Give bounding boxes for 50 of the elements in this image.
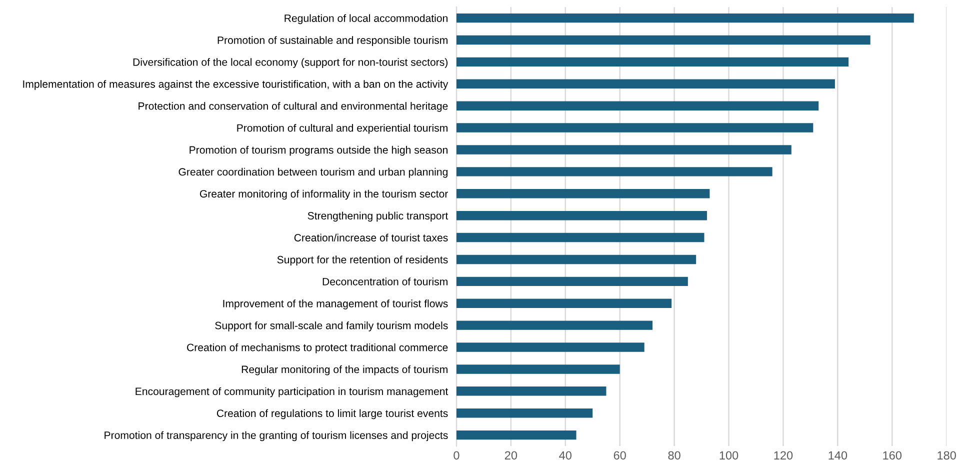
bar	[456, 35, 870, 45]
bar	[456, 101, 819, 110]
bar	[456, 276, 688, 286]
y-tick-label: Deconcentration of tourism	[322, 278, 448, 286]
y-tick-label: Encouragement of community participation in tourism management	[136, 387, 448, 398]
y-tick-label: Creation of regulations to limit large tourist events	[216, 409, 448, 420]
bar	[456, 145, 792, 154]
y-tick-label: Diversification of the local economy (support for non-tourist sectors)	[133, 58, 448, 68]
y-tick-label: Support for the retention of residents	[277, 256, 448, 266]
y-tick-label: Greater monitoring of informality in the tourism sector	[200, 190, 448, 200]
y-tick-label: Strengthening public transport	[308, 212, 448, 222]
y-tick-label: Regular monitoring of the impacts of tourism	[242, 365, 448, 376]
bar	[456, 232, 704, 242]
y-tick-label: Greater coordination between tourism and urban planning	[178, 168, 448, 178]
y-tick-label: Promotion of cultural and experiential tourism	[237, 124, 448, 134]
bar	[456, 254, 696, 264]
y-tick-label: Improvement of the management of tourist flows	[223, 300, 448, 310]
y-tick-label: Creation of mechanisms to protect traditional commerce	[187, 343, 448, 354]
x-tick-label: 140	[828, 451, 848, 460]
bar	[456, 386, 606, 396]
y-tick-label: Promotion of transparency in the granting of tourism licenses and projects	[104, 431, 448, 442]
x-tick-label: 120	[774, 451, 793, 460]
bar	[456, 364, 620, 374]
bar	[456, 342, 644, 352]
x-tick-label: 160	[883, 451, 902, 460]
x-tick-label: 100	[720, 451, 738, 460]
x-tick-label: 180	[938, 451, 956, 460]
y-tick-label: Creation/increase of tourist taxes	[294, 234, 448, 242]
x-tick-label: 40	[559, 451, 572, 460]
bar	[456, 167, 772, 176]
bar	[456, 298, 672, 308]
x-tick-label: 0	[454, 451, 460, 460]
bar	[456, 57, 849, 67]
x-tick-label: 80	[668, 451, 680, 460]
bar	[456, 430, 576, 440]
bar	[456, 210, 707, 220]
y-tick-label: Promotion of tourism programs outside the high season	[190, 146, 448, 156]
y-tick-label: Regulation of local accommodation	[284, 14, 448, 24]
bar	[456, 320, 653, 330]
bar	[456, 123, 814, 132]
y-tick-label: Support for small-scale and family tourism models	[215, 322, 448, 332]
x-tick-label: 20	[504, 451, 518, 460]
y-tick-label: Implementation of measures against the excessive touristification, with a ban on the activity	[23, 80, 448, 90]
bar	[456, 79, 835, 89]
bar	[456, 189, 710, 198]
y-tick-label: Promotion of sustainable and responsible tourism	[218, 36, 448, 46]
bar	[456, 408, 593, 418]
bar	[456, 13, 914, 23]
x-tick-label: 60	[614, 451, 626, 460]
y-tick-label: Protection and conservation of cultural and environmental heritage	[138, 102, 448, 112]
